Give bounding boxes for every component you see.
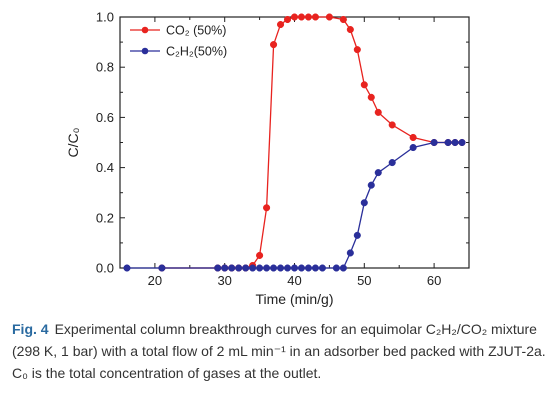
data-point-1 bbox=[304, 264, 313, 272]
figure: 20 30 40 50 60 0.0 0.2 0.4 0.6 0.8 1.0 Time (min/g)… bbox=[65, 10, 470, 307]
x-tick-label: 40 bbox=[287, 273, 301, 288]
data-point-0 bbox=[353, 46, 361, 54]
data-point-1 bbox=[158, 264, 166, 272]
data-point-1 bbox=[451, 138, 459, 147]
data-point-0 bbox=[297, 13, 306, 21]
data-point-1 bbox=[235, 264, 243, 272]
data-point-1 bbox=[367, 181, 375, 189]
data-point-1 bbox=[270, 264, 278, 272]
data-point-1 bbox=[444, 138, 452, 147]
figure-caption: Fig. 4 Experimental column breakthrough c… bbox=[12, 318, 547, 384]
data-point-1 bbox=[214, 264, 222, 272]
y-axis-label: C/C₀ bbox=[65, 127, 81, 157]
data-point-0 bbox=[325, 13, 333, 21]
data-point-0 bbox=[339, 15, 347, 24]
data-point-0 bbox=[304, 13, 313, 21]
data-point-1 bbox=[242, 264, 250, 272]
data-point-1 bbox=[360, 199, 368, 207]
legend-label-1: C₂H₂(50%) bbox=[166, 45, 227, 59]
data-point-0 bbox=[374, 108, 382, 116]
caption-text: Experimental column breakthrough curves … bbox=[12, 321, 546, 381]
data-point-0 bbox=[311, 13, 319, 21]
breakthrough-chart: 20 30 40 50 60 0.0 0.2 0.4 0.6 0.8 1.0 Time (min/g)… bbox=[65, 10, 470, 307]
data-point-0 bbox=[283, 15, 292, 24]
data-point-1 bbox=[276, 264, 285, 272]
x-tick-label: 60 bbox=[427, 273, 441, 288]
data-point-0 bbox=[256, 251, 264, 259]
data-point-1 bbox=[430, 138, 438, 147]
y-tick-label: 0.2 bbox=[96, 210, 114, 225]
data-point-0 bbox=[388, 121, 396, 129]
data-point-1 bbox=[388, 159, 396, 167]
y-tick-label: 0.4 bbox=[96, 160, 114, 175]
data-point-1 bbox=[283, 264, 292, 272]
legend-label-0: CO₂ (50%) bbox=[166, 24, 226, 38]
data-point-1 bbox=[346, 249, 354, 257]
x-tick-label: 50 bbox=[357, 273, 371, 288]
data-point-1 bbox=[221, 264, 229, 272]
data-point-1 bbox=[123, 264, 131, 272]
data-point-1 bbox=[339, 264, 347, 272]
series-line-1 bbox=[127, 141, 462, 269]
data-point-1 bbox=[409, 143, 417, 152]
data-point-1 bbox=[311, 264, 319, 272]
data-point-0 bbox=[290, 13, 299, 21]
data-point-0 bbox=[346, 26, 354, 34]
x-axis-label: Time (min/g) bbox=[255, 291, 333, 307]
data-point-1 bbox=[249, 264, 257, 272]
data-point-0 bbox=[409, 133, 417, 142]
legend-marker-1 bbox=[141, 47, 149, 55]
data-point-1 bbox=[256, 264, 264, 272]
data-point-1 bbox=[297, 264, 306, 272]
legend-marker-0 bbox=[141, 26, 149, 34]
y-tick-label: 0.8 bbox=[96, 60, 114, 75]
data-point-1 bbox=[228, 264, 236, 272]
data-point-1 bbox=[290, 264, 299, 272]
data-point-0 bbox=[276, 20, 285, 29]
y-tick-label: 0.0 bbox=[96, 261, 114, 276]
caption-label: Fig. 4 bbox=[12, 321, 49, 337]
y-tick-label: 1.0 bbox=[96, 10, 114, 25]
data-point-0 bbox=[360, 81, 368, 89]
data-point-0 bbox=[263, 204, 271, 212]
data-point-1 bbox=[458, 138, 466, 147]
data-point-1 bbox=[318, 264, 326, 272]
data-point-1 bbox=[332, 264, 340, 272]
data-point-1 bbox=[374, 169, 382, 177]
y-tick-label: 0.6 bbox=[96, 110, 114, 125]
x-tick-label: 30 bbox=[217, 273, 231, 288]
data-point-1 bbox=[353, 231, 361, 239]
data-point-0 bbox=[270, 41, 278, 49]
data-point-0 bbox=[367, 93, 375, 101]
data-point-1 bbox=[263, 264, 271, 272]
x-tick-label: 20 bbox=[148, 273, 162, 288]
